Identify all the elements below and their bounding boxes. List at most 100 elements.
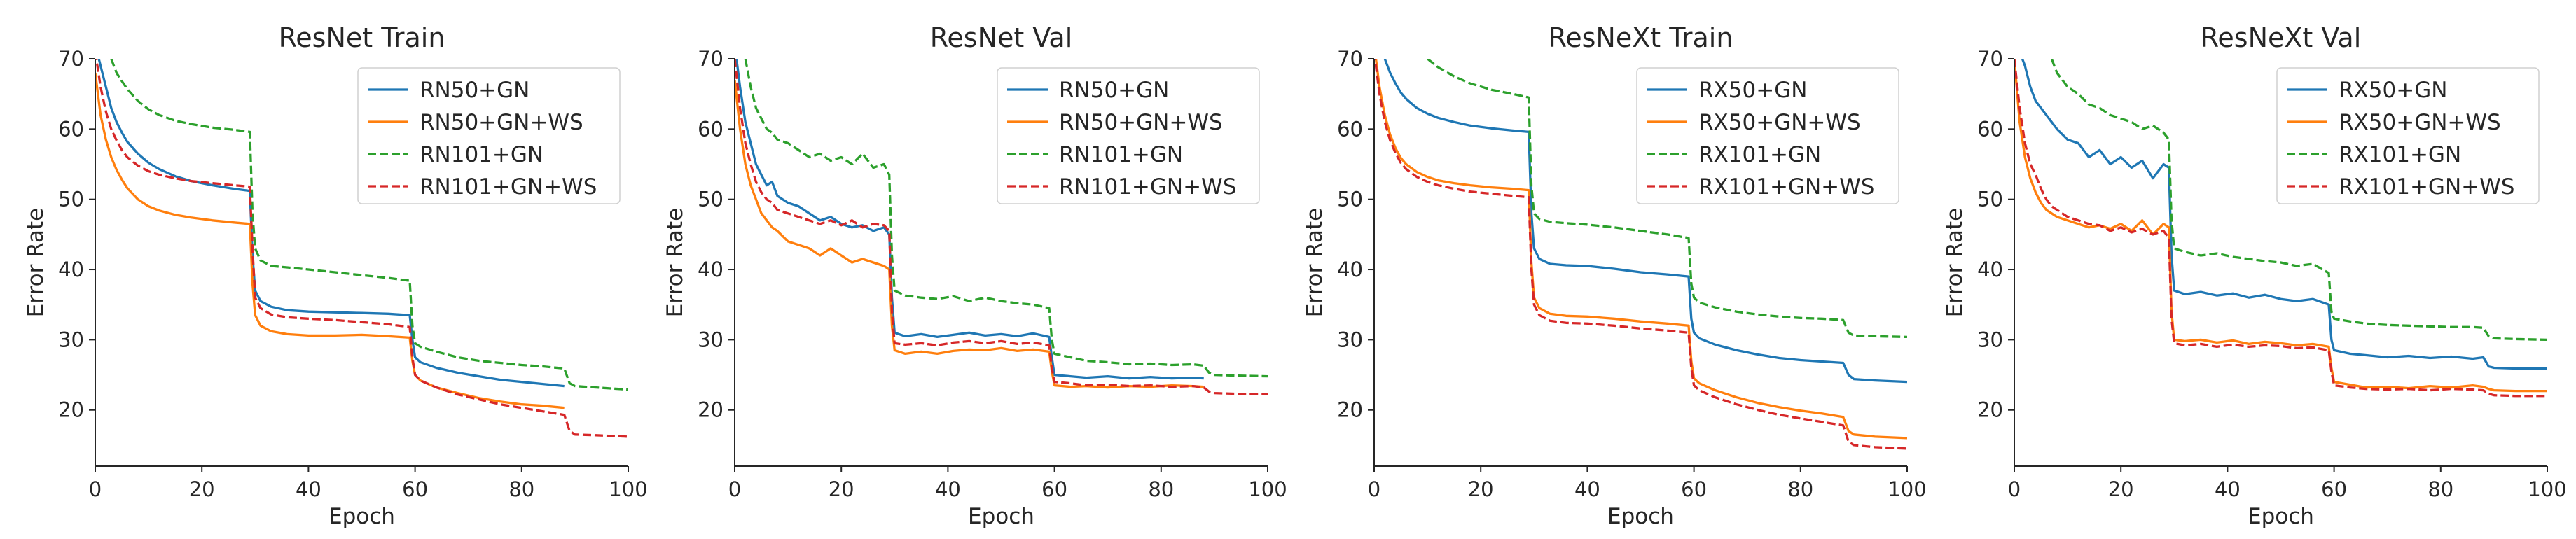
y-tick-label: 50	[1977, 188, 2003, 211]
x-tick-label: 0	[2008, 477, 2021, 501]
y-tick-label: 20	[698, 398, 723, 422]
chart-title: ResNeXt Train	[1549, 22, 1733, 53]
legend: RN50+GN RN50+GN+WS RN101+GN RN101+GN+WS	[357, 67, 621, 204]
y-tick-label: 50	[698, 188, 723, 211]
legend-entry: RN50+GN	[1059, 78, 1169, 103]
legend-entry: RN101+GN+WS	[1059, 174, 1236, 200]
x-tick-label: 40	[2215, 477, 2241, 501]
legend-entry: RN101+GN	[1059, 142, 1183, 167]
y-axis-label: Error Rate	[663, 208, 688, 318]
series-line-rx101-gn-ws	[2014, 59, 2547, 398]
legend-entry: RN101+GN+WS	[420, 174, 597, 200]
x-tick-label: 20	[829, 477, 854, 501]
series-line-rx50-gn	[1383, 59, 1907, 384]
chart-3: 0 20 40 60 80 100 20 30 40 50 60 70 ResNeXt Train Epo…	[1302, 22, 1927, 529]
legend-frame	[997, 67, 1260, 204]
y-axis-label: Error Rate	[1942, 208, 1967, 318]
x-tick-label: 80	[2428, 477, 2453, 501]
chart-1: 0 20 40 60 80 100 20 30 40 50 60 70 ResNet Train Epoc…	[23, 22, 648, 529]
legend-entry: RX50+GN	[1698, 78, 1807, 103]
y-tick-label: 70	[1977, 47, 2003, 71]
legend: RN50+GN RN50+GN+WS RN101+GN RN101+GN+WS	[997, 67, 1260, 204]
series-line-rn50-gn	[97, 59, 565, 388]
series-line-rx50-gn-ws	[1374, 59, 1907, 440]
legend-entry: RX101+GN+WS	[1698, 174, 1874, 200]
x-tick-label: 20	[189, 477, 215, 501]
y-axis-label: Error Rate	[23, 208, 48, 318]
y-axis-label: Error Rate	[1302, 208, 1327, 318]
legend: RX50+GN RX50+GN+WS RX101+GN RX101+GN+WS	[1636, 67, 1899, 204]
x-tick-label: 80	[508, 477, 534, 501]
chart-title: ResNet Train	[279, 22, 445, 53]
series-line-rx101-gn	[1427, 59, 1907, 339]
series-line-rx50-gn	[2021, 59, 2547, 370]
y-tick-label: 60	[698, 117, 723, 141]
legend-entry: RX50+GN+WS	[2339, 110, 2501, 135]
y-tick-label: 40	[1337, 258, 1363, 281]
x-tick-label: 40	[1574, 477, 1600, 501]
x-tick-label: 80	[1148, 477, 1174, 501]
legend-frame	[1636, 67, 1899, 204]
chart-4: 0 20 40 60 80 100 20 30 40 50 60 70 ResNeXt Val Epoch…	[1942, 22, 2567, 529]
legend-entry: RX101+GN	[1698, 142, 1821, 167]
series-line-rx101-gn	[2050, 59, 2547, 342]
series-line-rn101-gn	[110, 59, 628, 391]
legend-entry: RN50+GN	[420, 78, 529, 103]
x-tick-label: 60	[2321, 477, 2347, 501]
y-tick-label: 20	[1977, 398, 2003, 422]
y-tick-label: 70	[1337, 47, 1363, 71]
x-axis-label: Epoch	[1607, 504, 1674, 529]
series-line-rn50-gn	[735, 59, 1204, 380]
y-tick-label: 20	[1337, 398, 1363, 422]
series-line-rn101-gn-ws	[95, 59, 628, 438]
series-line-rn50-gn-ws	[735, 79, 1204, 389]
y-tick-label: 40	[698, 258, 723, 281]
y-tick-label: 40	[58, 258, 84, 281]
y-tick-label: 70	[698, 47, 723, 71]
legend-entry: RX101+GN	[2339, 142, 2461, 167]
series-line-rn101-gn-ws	[735, 59, 1268, 396]
series-line-rx50-gn-ws	[2014, 59, 2547, 393]
x-tick-label: 20	[2108, 477, 2134, 501]
y-tick-label: 20	[58, 398, 84, 422]
y-tick-label: 30	[1977, 328, 2003, 351]
series-line-rn50-gn-ws	[95, 72, 565, 410]
chart-2: 0 20 40 60 80 100 20 30 40 50 60 70 ResNet Val Epoch E…	[663, 22, 1287, 529]
legend-entry: RX50+GN+WS	[1698, 110, 1861, 135]
legend-entry: RX101+GN+WS	[2339, 174, 2514, 200]
x-tick-label: 60	[402, 477, 428, 501]
x-tick-label: 60	[1681, 477, 1707, 501]
x-tick-label: 0	[89, 477, 102, 501]
y-tick-label: 50	[1337, 188, 1363, 211]
y-tick-label: 30	[698, 328, 723, 351]
x-axis-label: Epoch	[968, 504, 1034, 529]
x-tick-label: 100	[2528, 477, 2566, 501]
x-tick-label: 80	[1787, 477, 1813, 501]
legend-frame	[357, 67, 621, 204]
x-tick-label: 0	[728, 477, 741, 501]
y-tick-label: 50	[58, 188, 84, 211]
x-tick-label: 40	[296, 477, 321, 501]
x-tick-label: 100	[609, 477, 647, 501]
y-tick-label: 70	[58, 47, 84, 71]
x-axis-label: Epoch	[2248, 504, 2314, 529]
series-line-rx101-gn-ws	[1374, 59, 1907, 450]
x-tick-label: 100	[1248, 477, 1287, 501]
legend-entry: RN50+GN+WS	[420, 110, 583, 135]
y-tick-label: 40	[1977, 258, 2003, 281]
y-tick-label: 30	[1337, 328, 1363, 351]
x-tick-label: 60	[1041, 477, 1067, 501]
chart-title: ResNeXt Val	[2201, 22, 2362, 53]
x-tick-label: 100	[1888, 477, 1926, 501]
y-tick-label: 30	[58, 328, 84, 351]
series-line-rn101-gn	[744, 59, 1268, 378]
chart-title: ResNet Val	[930, 22, 1073, 53]
y-tick-label: 60	[58, 117, 84, 141]
x-tick-label: 20	[1468, 477, 1494, 501]
legend-frame	[2276, 67, 2540, 204]
legend: RX50+GN RX50+GN+WS RX101+GN RX101+GN+WS	[2276, 67, 2540, 204]
legend-entry: RN101+GN	[420, 142, 543, 167]
x-tick-label: 40	[935, 477, 961, 501]
y-tick-label: 60	[1977, 117, 2003, 141]
